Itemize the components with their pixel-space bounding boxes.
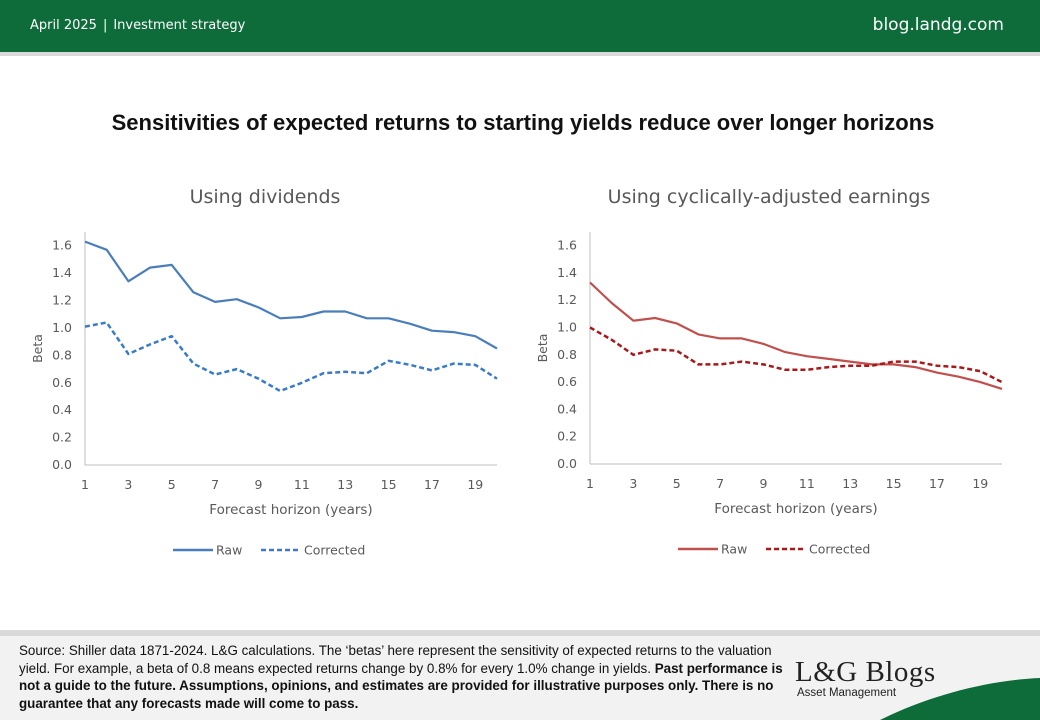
legend-label-corrected: Corrected — [809, 542, 870, 557]
x-tick-label: 17 — [424, 477, 440, 492]
x-tick-label: 11 — [799, 476, 815, 491]
y-tick-label: 0.2 — [557, 429, 577, 444]
x-tick-label: 13 — [337, 477, 353, 492]
y-tick-label: 0.6 — [52, 375, 72, 390]
series-line-raw — [589, 281, 1003, 390]
x-tick-label: 11 — [294, 477, 310, 492]
x-tick-label: 7 — [211, 477, 219, 492]
earnings-chart: Using cyclically-adjusted earnings 0.0 0.2… — [535, 186, 1003, 557]
series-line-corrected — [84, 321, 498, 393]
y-tick-label: 1.0 — [52, 320, 72, 335]
y-tick-label: 0.6 — [557, 374, 577, 389]
y-tick-label: 1.6 — [557, 238, 577, 253]
y-tick-label: 1.0 — [557, 320, 577, 335]
x-tick-label: 3 — [629, 476, 637, 491]
y-tick-label: 1.4 — [557, 265, 577, 280]
y-tick-label: 0.2 — [52, 430, 72, 445]
header-date: April 2025 — [30, 18, 97, 33]
x-tick-label: 5 — [673, 476, 681, 491]
x-axis-title: Forecast horizon (years) — [209, 502, 372, 518]
x-tick-label: 7 — [716, 476, 724, 491]
footer-divider — [0, 630, 1040, 636]
header-divider — [0, 52, 1040, 56]
x-tick-label: 15 — [381, 477, 397, 492]
x-tick-label: 13 — [842, 476, 858, 491]
header-separator: | — [102, 18, 108, 33]
x-tick-label: 19 — [467, 477, 483, 492]
y-tick-label: 1.2 — [52, 293, 72, 308]
x-tick-label: 9 — [254, 477, 262, 492]
x-axis-title: Forecast horizon (years) — [714, 501, 877, 517]
y-tick-label: 0.0 — [557, 456, 577, 471]
y-axis-title: Beta — [535, 334, 550, 363]
y-tick-label: 0.8 — [557, 347, 577, 362]
page-title: Sensitivities of expected returns to sta… — [111, 110, 935, 135]
legend-label-corrected: Corrected — [304, 543, 365, 558]
y-tick-label: 1.2 — [557, 292, 577, 307]
logo-subtitle: Asset Management — [797, 687, 897, 699]
decorative-swoosh — [880, 678, 1040, 720]
y-axis-title: Beta — [30, 334, 45, 363]
y-tick-label: 1.4 — [52, 265, 72, 280]
x-tick-label: 19 — [972, 476, 988, 491]
series-line-corrected — [589, 326, 1003, 384]
disclaimer-text: Past performance is not a guide to the f… — [19, 660, 783, 711]
y-tick-label: 0.4 — [557, 401, 577, 416]
y-tick-label: 0.4 — [52, 402, 72, 417]
dividends-chart: Using dividends 0.0 0.2 0.4 0.6 0.8 1.0 1.2 1.4 1… — [30, 186, 498, 558]
x-tick-label: 5 — [168, 477, 176, 492]
header-meta: April 2025 | Investment strategy — [30, 18, 245, 33]
legend-label-raw: Raw — [216, 543, 242, 558]
series-line-raw — [84, 240, 498, 350]
header-category[interactable]: Investment strategy — [113, 18, 246, 33]
y-tick-label: 1.6 — [52, 238, 72, 253]
y-tick-label: 0.0 — [52, 457, 72, 472]
x-tick-label: 3 — [124, 477, 132, 492]
source-text: Source: Shiller data 1871-2024. L&G calc… — [19, 643, 772, 676]
footer: Source: Shiller data 1871-2024. L&G calc… — [0, 630, 1040, 720]
x-tick-label: 1 — [81, 477, 89, 492]
chart-title: Using cyclically-adjusted earnings — [608, 186, 931, 208]
legend-label-raw: Raw — [721, 542, 747, 557]
x-tick-label: 15 — [886, 476, 902, 491]
logo-title: L&G Blogs — [795, 656, 936, 688]
x-tick-label: 17 — [929, 476, 945, 491]
site-link[interactable]: blog.landg.com — [872, 15, 1004, 35]
footer-note: Source: Shiller data 1871-2024. L&G calc… — [19, 642, 789, 712]
x-tick-label: 1 — [586, 476, 594, 491]
top-banner: April 2025 | Investment strategy blog.land… — [0, 0, 1040, 52]
y-tick-label: 0.8 — [52, 347, 72, 362]
chart-title: Using dividends — [190, 186, 341, 208]
x-tick-label: 9 — [759, 476, 767, 491]
lg-blogs-logo[interactable]: L&G Blogs Asset Management — [795, 656, 936, 699]
